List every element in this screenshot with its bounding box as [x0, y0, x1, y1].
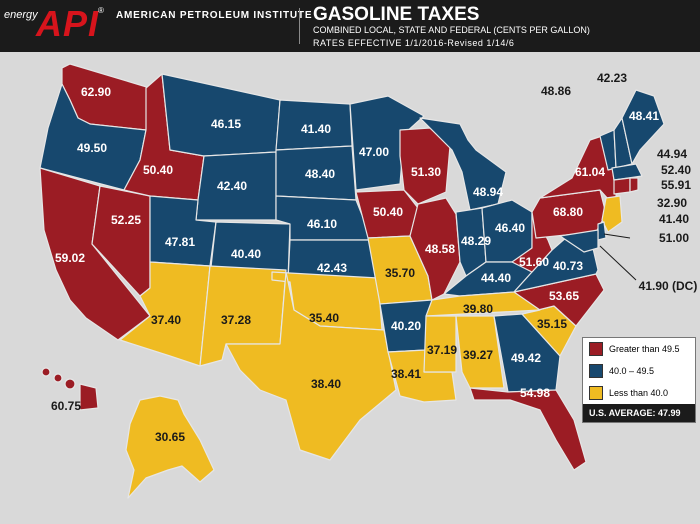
label-mi: 48.94	[473, 185, 503, 199]
legend-label-high: Greater than 49.5	[609, 344, 680, 354]
label-md: 51.00	[659, 231, 689, 245]
label-dc: 41.90 (DC)	[639, 279, 698, 293]
label-az: 37.40	[151, 313, 181, 327]
legend-swatch-low	[589, 386, 603, 400]
state-nc	[513, 273, 605, 327]
label-nm: 37.28	[221, 313, 251, 327]
state-hi	[41, 367, 99, 411]
label-in: 48.29	[461, 234, 491, 248]
state-ga	[493, 313, 561, 393]
label-ga: 49.42	[511, 351, 541, 365]
page-title: GASOLINE TAXES	[313, 4, 480, 25]
legend: Greater than 49.5 40.0 – 49.5 Less than …	[582, 337, 696, 423]
header-divider	[299, 8, 300, 44]
label-al: 39.27	[463, 348, 493, 362]
api-logo: API	[36, 3, 100, 44]
label-sd: 48.40	[305, 167, 335, 181]
label-or: 49.50	[77, 141, 107, 155]
state-de	[597, 221, 607, 241]
md-leader-line	[603, 233, 631, 239]
rates-effective-note: RATES EFFECTIVE 1/1/2016-Revised 1/14/6	[313, 38, 515, 48]
label-nd: 41.40	[301, 122, 331, 136]
legend-item-low: Less than 40.0	[583, 382, 695, 404]
label-pa: 68.80	[553, 205, 583, 219]
header-bar: energy API ® AMERICAN PETROLEUM INSTITUT…	[0, 0, 700, 52]
label-me: 48.41	[629, 109, 659, 123]
label-ne: 46.10	[307, 217, 337, 231]
label-mo: 35.70	[385, 266, 415, 280]
organization-name: AMERICAN PETROLEUM INSTITUTE	[116, 10, 313, 21]
registered-mark: ®	[98, 6, 104, 15]
label-ks: 42.43	[317, 261, 347, 275]
label-hi: 60.75	[51, 399, 81, 413]
label-ak: 30.65	[155, 430, 185, 444]
legend-swatch-mid	[589, 364, 603, 378]
state-mt	[161, 73, 281, 157]
us-average-label: U.S. AVERAGE: 47.99	[583, 404, 695, 422]
label-nv: 52.25	[111, 213, 141, 227]
label-ut: 47.81	[165, 235, 195, 249]
label-nj: 32.90	[657, 196, 687, 210]
legend-label-low: Less than 40.0	[609, 388, 669, 398]
state-ma	[611, 163, 643, 181]
state-tx	[225, 271, 397, 461]
state-md	[559, 229, 599, 253]
dc-leader-line	[599, 245, 637, 281]
label-il: 48.58	[425, 242, 455, 256]
state-wv	[511, 211, 553, 273]
label-ar: 40.20	[391, 319, 421, 333]
label-nh: 42.23	[597, 71, 627, 85]
label-ky: 44.40	[481, 271, 511, 285]
state-fl	[469, 387, 587, 471]
label-ny: 61.04	[575, 165, 605, 179]
legend-item-high: Greater than 49.5	[583, 338, 695, 360]
label-va: 40.73	[553, 259, 583, 273]
state-ak	[125, 395, 215, 499]
state-ct	[613, 177, 631, 195]
label-nc: 53.65	[549, 289, 579, 303]
page-subtitle: COMBINED LOCAL, STATE AND FEDERAL (CENTS…	[313, 25, 590, 35]
label-vt: 48.86	[541, 84, 571, 98]
state-ms	[423, 315, 457, 373]
legend-item-mid: 40.0 – 49.5	[583, 360, 695, 382]
legend-swatch-high	[589, 342, 603, 356]
label-ms: 37.19	[427, 343, 457, 357]
label-ri: 52.40	[661, 163, 691, 177]
label-ct: 55.91	[661, 178, 691, 192]
label-mn: 47.00	[359, 145, 389, 159]
us-state-map: 62.90 49.50 59.02 52.25 50.40 46.15 42.4…	[39, 63, 698, 499]
label-wa: 62.90	[81, 85, 111, 99]
label-la: 38.41	[391, 367, 421, 381]
label-ma: 44.94	[657, 147, 687, 161]
state-al	[455, 315, 505, 389]
label-fl: 54.98	[520, 386, 550, 400]
label-wi: 51.30	[411, 165, 441, 179]
label-co: 40.40	[231, 247, 261, 261]
label-id: 50.40	[143, 163, 173, 177]
label-de: 41.40	[659, 212, 689, 226]
state-ri	[629, 177, 639, 193]
label-ia: 50.40	[373, 205, 403, 219]
label-ca: 59.02	[55, 251, 85, 265]
legend-label-mid: 40.0 – 49.5	[609, 366, 655, 376]
state-me	[621, 89, 665, 165]
brand-energy-text: energy	[4, 9, 38, 21]
label-oh: 46.40	[495, 221, 525, 235]
label-mt: 46.15	[211, 117, 241, 131]
label-ok: 35.40	[309, 311, 339, 325]
label-tn: 39.80	[463, 302, 493, 316]
label-tx: 38.40	[311, 377, 341, 391]
label-sc: 35.15	[537, 317, 567, 331]
label-wy: 42.40	[217, 179, 247, 193]
label-wv: 51.60	[519, 255, 549, 269]
state-mi	[419, 117, 507, 211]
state-nj	[601, 195, 623, 233]
state-wy	[195, 151, 277, 221]
